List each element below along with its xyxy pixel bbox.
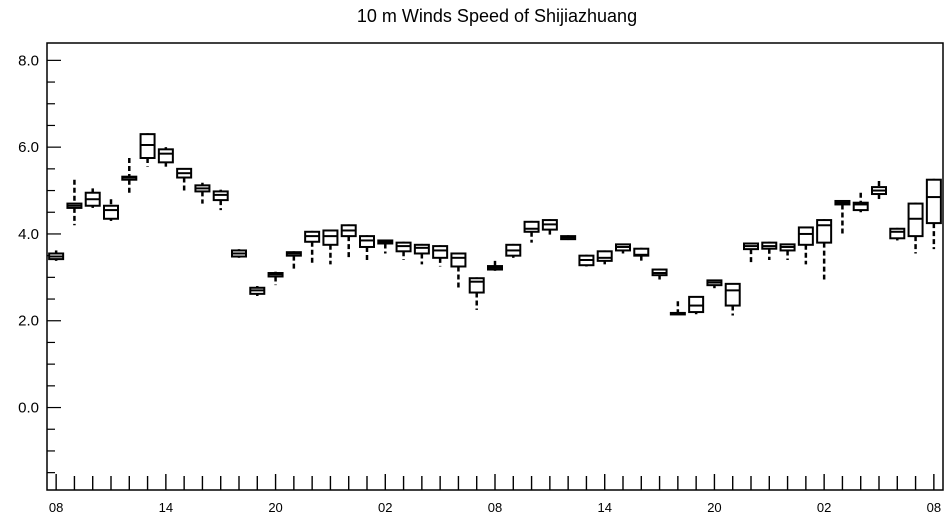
box-item (852, 192, 869, 213)
box-body (468, 277, 485, 294)
box-item (285, 251, 302, 269)
y-tick-label: 4.0 (18, 226, 39, 243)
box-item (651, 268, 668, 280)
x-tick-label: 20 (268, 500, 282, 515)
box-body (907, 202, 924, 238)
box-body (103, 204, 119, 220)
box-series (48, 133, 942, 316)
box-item (66, 179, 83, 226)
box-body (322, 229, 339, 246)
box-body (816, 219, 833, 244)
box-item (743, 242, 759, 263)
box-item (176, 167, 193, 191)
box-item (871, 181, 887, 202)
box-item (231, 249, 247, 258)
y-tick-label: 6.0 (18, 139, 39, 156)
box-item (212, 189, 229, 211)
x-tick-label: 20 (707, 500, 721, 515)
box-body (432, 245, 449, 259)
box-item (84, 188, 101, 208)
box-body (413, 243, 430, 255)
box-item (413, 243, 430, 265)
box-item (322, 229, 339, 265)
box-item (468, 277, 485, 310)
box-item (779, 243, 796, 260)
box-item (194, 182, 211, 204)
box-item (615, 243, 631, 254)
box-item (596, 250, 613, 265)
box-item (633, 247, 650, 263)
box-item (249, 286, 266, 297)
box-item (395, 241, 412, 260)
box-item (487, 260, 503, 271)
box-item (578, 254, 595, 267)
box-body (139, 133, 156, 160)
box-item (48, 250, 65, 261)
box-item (541, 219, 558, 237)
box-body (596, 250, 613, 262)
x-tick-label: 14 (597, 500, 611, 515)
x-tick-label: 02 (378, 500, 392, 515)
box-item (816, 219, 833, 280)
box-body (724, 282, 741, 307)
box-body (797, 226, 814, 246)
box-item (834, 199, 851, 237)
box-item (377, 239, 394, 254)
box-item (669, 301, 686, 316)
box-item (688, 295, 705, 315)
box-item (523, 220, 540, 243)
box-item (304, 230, 321, 265)
box-item (103, 199, 119, 221)
box-item (359, 235, 375, 260)
chart-title: 10 m Winds Speed of Shijiazhuang (357, 6, 637, 26)
box-item (432, 245, 449, 267)
x-tick-label: 14 (159, 500, 173, 515)
box-body (852, 201, 869, 212)
box-body (523, 220, 540, 233)
box-item (925, 178, 942, 250)
box-item (724, 282, 741, 316)
y-tick-label: 0.0 (18, 400, 39, 417)
box-item (761, 241, 778, 260)
box-item (706, 279, 723, 289)
box-item (121, 158, 138, 193)
box-item (907, 202, 924, 254)
box-item (450, 252, 467, 289)
x-tick-label: 08 (488, 500, 502, 515)
box-body (450, 252, 467, 268)
box-item (340, 224, 357, 258)
box-item (139, 133, 156, 167)
box-body (889, 227, 906, 240)
box-body (925, 178, 942, 225)
box-item (889, 227, 906, 241)
box-item (797, 226, 814, 265)
box-item (505, 243, 522, 258)
box-body (157, 148, 174, 164)
x-tick-label: 08 (927, 500, 941, 515)
x-tick-label: 02 (817, 500, 831, 515)
y-tick-label: 2.0 (18, 313, 39, 330)
x-tick-label: 08 (49, 500, 63, 515)
box-body (359, 235, 375, 248)
box-item (267, 271, 284, 286)
y-tick-label: 8.0 (18, 52, 39, 69)
box-item (157, 147, 174, 167)
y-axis: 0.0 2.0 4.0 6.0 8.0 (18, 52, 61, 474)
box-item (560, 235, 577, 241)
box-body (688, 295, 705, 314)
x-axis: 08 14 20 02 08 14 20 02 08 (49, 474, 941, 515)
